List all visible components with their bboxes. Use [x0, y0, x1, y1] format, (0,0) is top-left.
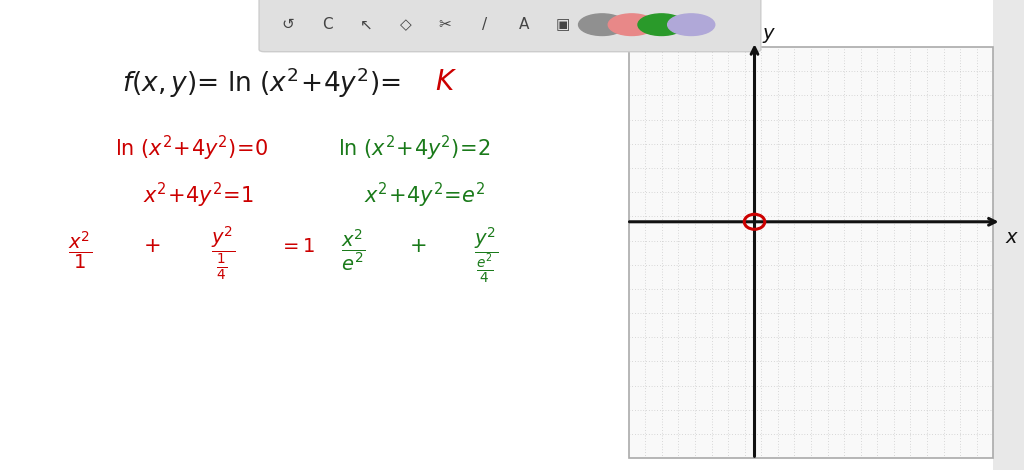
Text: ↖: ↖: [360, 17, 373, 32]
Text: ↺: ↺: [282, 17, 294, 32]
Text: $\ln\,(x^2\!+\!4y^2)\!=\!0$: $\ln\,(x^2\!+\!4y^2)\!=\!0$: [115, 133, 268, 163]
Circle shape: [668, 14, 715, 36]
Circle shape: [608, 14, 655, 36]
Bar: [629, 47, 993, 458]
Text: $\ln\,(x^2\!+\!4y^2)\!=\!2$: $\ln\,(x^2\!+\!4y^2)\!=\!2$: [338, 133, 490, 163]
Text: C: C: [322, 17, 333, 32]
Text: $+$: $+$: [410, 237, 426, 256]
Text: $x$: $x$: [1005, 229, 1019, 247]
Text: $=1$: $=1$: [279, 238, 315, 256]
Text: $\dfrac{x^2}{1}$: $\dfrac{x^2}{1}$: [68, 229, 92, 271]
Text: $\dfrac{x^2}{e^2}$: $\dfrac{x^2}{e^2}$: [341, 227, 366, 273]
Text: ✂: ✂: [438, 17, 452, 32]
Text: $f(x,y)$= $\ln\,(x^2\!+\!4y^2)$=: $f(x,y)$= $\ln\,(x^2\!+\!4y^2)$=: [122, 65, 400, 100]
Text: $\dfrac{y^2}{\frac{1}{4}}$: $\dfrac{y^2}{\frac{1}{4}}$: [211, 224, 236, 282]
Text: $\dfrac{y^2}{\frac{e^2}{4}}$: $\dfrac{y^2}{\frac{e^2}{4}}$: [474, 226, 499, 286]
Text: ▣: ▣: [556, 17, 570, 32]
Text: $K$: $K$: [435, 69, 458, 96]
Text: $x^2\!+\!4y^2\!=\!e^2$: $x^2\!+\!4y^2\!=\!e^2$: [364, 180, 485, 210]
Text: $+$: $+$: [143, 237, 160, 256]
Text: ◇: ◇: [400, 17, 412, 32]
Text: /: /: [482, 17, 487, 32]
FancyBboxPatch shape: [259, 0, 761, 52]
Circle shape: [638, 14, 685, 36]
Text: A: A: [518, 17, 529, 32]
Text: $x^2\!+\!4y^2\!=\!1$: $x^2\!+\!4y^2\!=\!1$: [143, 180, 255, 210]
Text: $y$: $y$: [762, 26, 776, 45]
Bar: [993, 0, 1024, 470]
Circle shape: [579, 14, 626, 36]
